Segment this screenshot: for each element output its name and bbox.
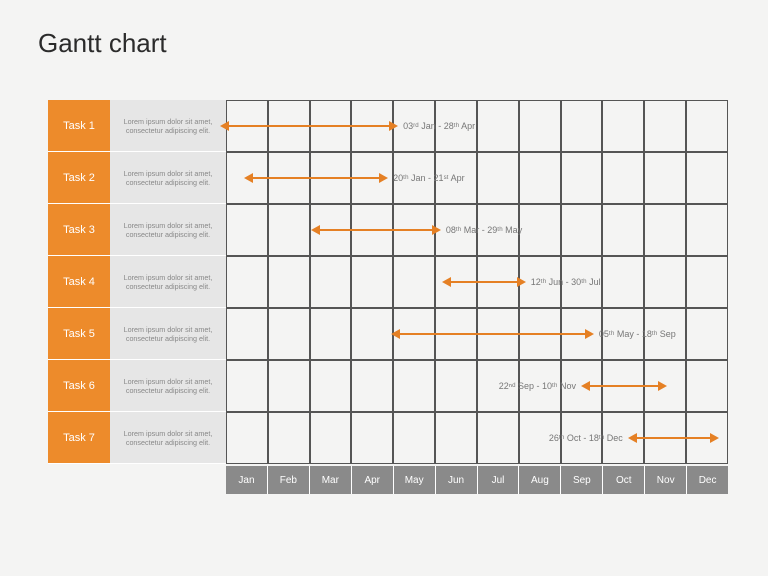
task-label: Task 7 — [48, 412, 110, 464]
task-description: Lorem ipsum dolor sit amet, consectetur … — [110, 308, 226, 360]
bar-range-label: 26ᵗʰ Oct - 18ᵗʰ Dec — [549, 433, 623, 443]
gantt-grid-row: 26ᵗʰ Oct - 18ᵗʰ Dec — [226, 412, 728, 464]
bar-range-label: 03ʳᵈ Jan - 28ᵗʰ Apr — [403, 121, 475, 131]
gantt-row: Task 3Lorem ipsum dolor sit amet, consec… — [48, 204, 728, 256]
gantt-grid-row: 08ᵗʰ Mar - 29ᵗʰ May — [226, 204, 728, 256]
month-label: Sep — [561, 466, 603, 494]
task-label: Task 1 — [48, 100, 110, 152]
gantt-grid-row: 03ʳᵈ Jan - 28ᵗʰ Apr — [226, 100, 728, 152]
arrow-right-icon — [379, 173, 388, 183]
arrow-right-icon — [585, 329, 594, 339]
month-label: Mar — [310, 466, 352, 494]
month-label: Oct — [603, 466, 645, 494]
arrow-left-icon — [244, 173, 253, 183]
arrow-left-icon — [311, 225, 320, 235]
gantt-bar — [637, 437, 711, 439]
month-axis: JanFebMarAprMayJunJulAugSepOctNovDec — [226, 466, 728, 494]
task-description: Lorem ipsum dolor sit amet, consectetur … — [110, 204, 226, 256]
gantt-row: Task 4Lorem ipsum dolor sit amet, consec… — [48, 256, 728, 308]
arrow-right-icon — [517, 277, 526, 287]
bar-range-label: 22ⁿᵈ Sep - 10ᵗʰ Nov — [499, 381, 576, 391]
gantt-grid-row: 20ᵗʰ Jan - 21ˢᵗ Apr — [226, 152, 728, 204]
gantt-bar — [590, 385, 658, 387]
gantt-bar — [451, 281, 517, 283]
month-label: Dec — [687, 466, 728, 494]
gantt-bar — [320, 229, 432, 231]
arrow-right-icon — [432, 225, 441, 235]
gantt-row: Task 2Lorem ipsum dolor sit amet, consec… — [48, 152, 728, 204]
month-label: Apr — [352, 466, 394, 494]
arrow-right-icon — [389, 121, 398, 131]
month-label: Nov — [645, 466, 687, 494]
gantt-row: Task 5Lorem ipsum dolor sit amet, consec… — [48, 308, 728, 360]
arrow-right-icon — [658, 381, 667, 391]
month-label: May — [394, 466, 436, 494]
gantt-row: Task 6Lorem ipsum dolor sit amet, consec… — [48, 360, 728, 412]
task-description: Lorem ipsum dolor sit amet, consectetur … — [110, 256, 226, 308]
gantt-grid-row: 12ᵗʰ Jun - 30ᵗʰ Jul — [226, 256, 728, 308]
gantt-bar — [229, 125, 389, 127]
task-label: Task 4 — [48, 256, 110, 308]
task-description: Lorem ipsum dolor sit amet, consectetur … — [110, 152, 226, 204]
arrow-left-icon — [581, 381, 590, 391]
bar-range-label: 12ᵗʰ Jun - 30ᵗʰ Jul — [531, 277, 601, 287]
gantt-grid-row: 22ⁿᵈ Sep - 10ᵗʰ Nov — [226, 360, 728, 412]
month-label: Aug — [519, 466, 561, 494]
month-label: Jan — [226, 466, 268, 494]
task-description: Lorem ipsum dolor sit amet, consectetur … — [110, 360, 226, 412]
arrow-right-icon — [710, 433, 719, 443]
month-label: Jul — [478, 466, 520, 494]
gantt-chart: Task 1Lorem ipsum dolor sit amet, consec… — [48, 100, 728, 494]
task-label: Task 5 — [48, 308, 110, 360]
gantt-grid-row: 05ᵗʰ May - 18ᵗʰ Sep — [226, 308, 728, 360]
bar-range-label: 08ᵗʰ Mar - 29ᵗʰ May — [446, 225, 522, 235]
page-title: Gantt chart — [38, 28, 167, 59]
task-label: Task 2 — [48, 152, 110, 204]
task-description: Lorem ipsum dolor sit amet, consectetur … — [110, 412, 226, 464]
task-description: Lorem ipsum dolor sit amet, consectetur … — [110, 100, 226, 152]
arrow-left-icon — [442, 277, 451, 287]
task-label: Task 3 — [48, 204, 110, 256]
gantt-bar — [400, 333, 585, 335]
month-label: Jun — [436, 466, 478, 494]
gantt-row: Task 7Lorem ipsum dolor sit amet, consec… — [48, 412, 728, 464]
arrow-left-icon — [220, 121, 229, 131]
arrow-left-icon — [628, 433, 637, 443]
month-label: Feb — [268, 466, 310, 494]
task-label: Task 6 — [48, 360, 110, 412]
arrow-left-icon — [391, 329, 400, 339]
bar-range-label: 20ᵗʰ Jan - 21ˢᵗ Apr — [393, 173, 465, 183]
bar-range-label: 05ᵗʰ May - 18ᵗʰ Sep — [599, 329, 676, 339]
gantt-bar — [253, 177, 379, 179]
gantt-row: Task 1Lorem ipsum dolor sit amet, consec… — [48, 100, 728, 152]
